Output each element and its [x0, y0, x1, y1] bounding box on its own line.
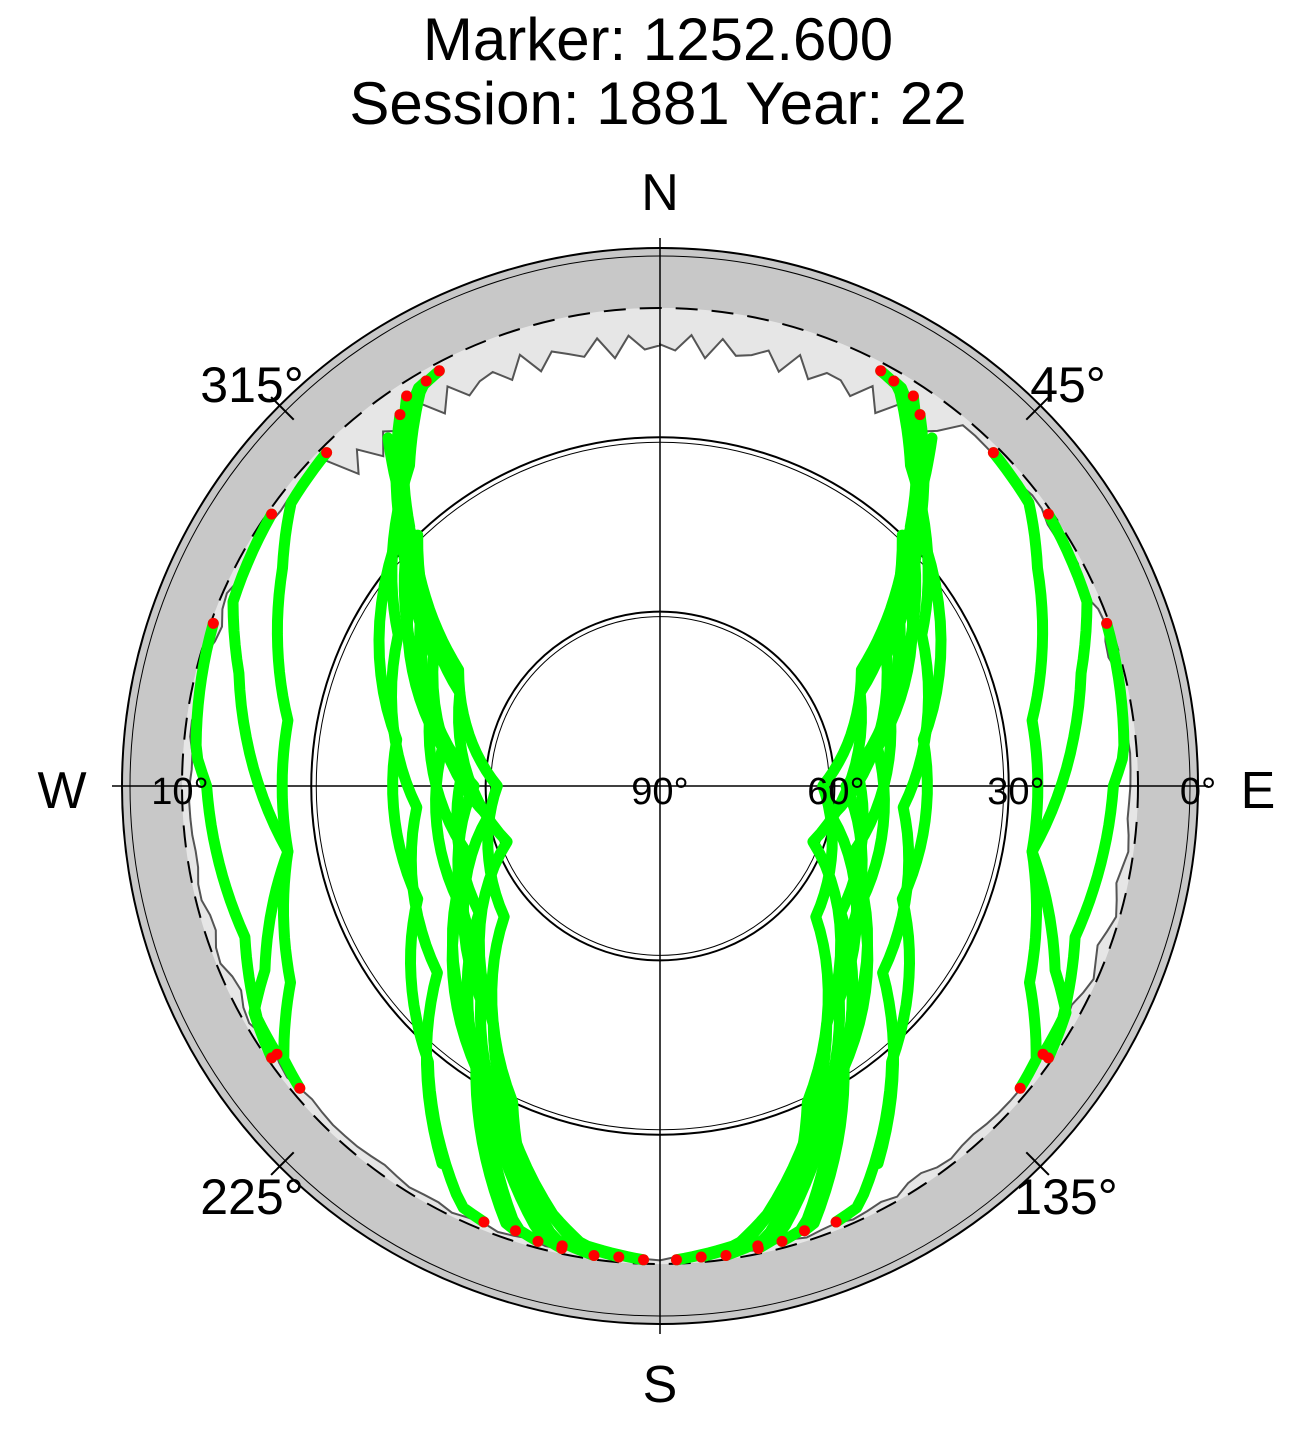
track-end-point	[510, 1225, 521, 1237]
azimuth-tick-315	[270, 396, 295, 421]
compass-east: E	[1241, 762, 1276, 820]
track-end-point	[671, 1254, 682, 1266]
track-start-point	[394, 409, 406, 421]
track-end-point	[588, 1250, 600, 1261]
azimuth-tick-225	[270, 1151, 295, 1176]
track-end-point	[799, 1225, 810, 1237]
track-start-point	[914, 409, 926, 421]
elevation-label-0: 0°	[1180, 771, 1216, 813]
satellite-track	[872, 365, 934, 1169]
track-end-point	[695, 1251, 707, 1263]
track-end-point	[556, 1240, 568, 1252]
azimuth-label-225: 225°	[200, 1169, 303, 1225]
compass-west: W	[37, 762, 86, 820]
track-start-point	[420, 375, 432, 387]
track-end-point	[776, 1235, 788, 1247]
elevation-label-60: 60°	[807, 771, 864, 813]
track-start-point	[987, 447, 999, 459]
track-end-point	[271, 1048, 283, 1060]
satellite-track	[1037, 617, 1130, 1060]
track-start-point	[907, 390, 919, 402]
satellite-track	[1014, 508, 1093, 1094]
track-end-point	[1037, 1048, 1049, 1060]
satellite-track	[412, 529, 649, 1266]
track-start-point	[207, 617, 219, 629]
elevation-label-90: 90°	[631, 771, 688, 813]
track-end-point	[720, 1250, 732, 1261]
track-start-point	[266, 508, 278, 520]
track-end-point	[1014, 1082, 1026, 1094]
satellite-track	[227, 508, 306, 1094]
compass-north: N	[641, 164, 679, 222]
azimuth-tick-45	[1025, 396, 1050, 421]
elevation-label-30: 30°	[987, 771, 1044, 813]
track-end-point	[532, 1235, 544, 1247]
track-end-point	[478, 1216, 490, 1228]
track-end-point	[638, 1254, 649, 1266]
elevation-label-10: 10°	[151, 771, 208, 813]
track-start-point	[401, 390, 413, 402]
track-end-point	[613, 1251, 625, 1263]
track-endpoints	[207, 365, 1113, 1266]
azimuth-tick-135	[1025, 1151, 1050, 1176]
chart-subtitle: Session: 1881 Year: 22	[349, 70, 966, 137]
compass-south: S	[643, 1356, 678, 1414]
track-start-point	[433, 365, 445, 377]
satellite-tracks	[190, 365, 1130, 1266]
azimuth-label-315: 315°	[200, 357, 303, 413]
track-end-point	[294, 1082, 306, 1094]
chart-title: Marker: 1252.600	[423, 6, 893, 73]
track-start-point	[875, 365, 887, 377]
azimuth-label-45: 45°	[1030, 357, 1106, 413]
satellite-track	[386, 365, 448, 1169]
satellite-track	[190, 617, 283, 1060]
satellite-track	[248, 447, 333, 1064]
track-start-point	[888, 375, 900, 387]
satellite-track	[987, 447, 1072, 1064]
track-end-point	[830, 1216, 842, 1228]
track-start-point	[1042, 508, 1054, 520]
track-end-point	[752, 1240, 764, 1252]
track-start-point	[321, 447, 333, 459]
satellite-track	[671, 529, 908, 1266]
azimuth-label-135: 135°	[1014, 1169, 1117, 1225]
track-start-point	[1101, 617, 1113, 629]
